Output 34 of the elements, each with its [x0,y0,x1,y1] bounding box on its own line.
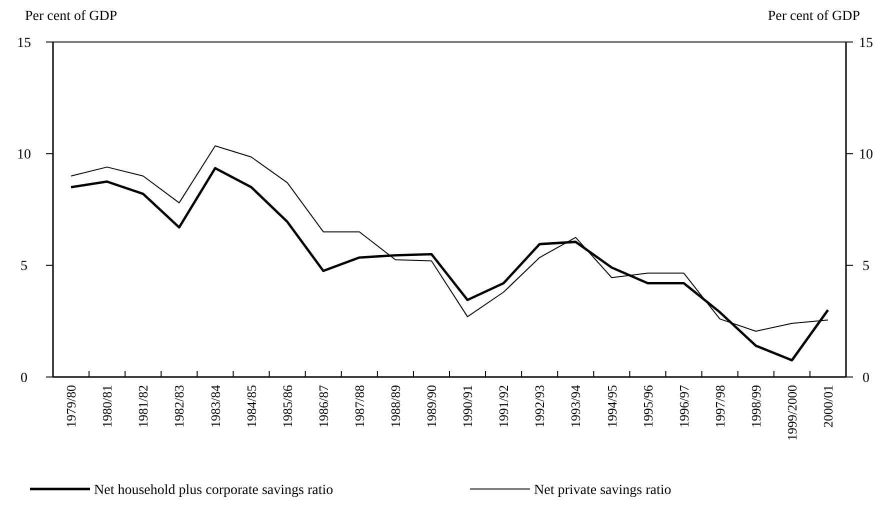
y-tick-label: 15 [17,36,31,51]
y2-axis-title: Per cent of GDP [768,9,860,24]
y-tick-label: 5 [20,259,28,274]
x-tick-label: 1982/83 [172,385,187,428]
x-tick-label: 2000/01 [820,385,836,428]
x-tick-label: 1993/94 [568,384,584,428]
y2-tick-label: 10 [859,148,873,163]
x-tick-label: 1990/91 [460,385,476,428]
x-tick-label: 1988/89 [388,385,403,428]
y-tick-label: 0 [20,370,28,386]
x-tick-label: 1997/98 [712,385,728,428]
x-tick-label: 1989/90 [424,385,440,428]
legend-label: Net private savings ratio [534,482,672,498]
y2-tick-label: 5 [862,259,870,274]
y2-tick-label: 0 [862,370,870,386]
x-tick-label: 1994/95 [604,385,620,428]
x-tick-label: 1985/86 [280,384,295,428]
x-tick-label: 1987/88 [352,385,367,428]
x-tick-label: 1984/85 [244,385,259,428]
x-tick-label: 1995/96 [640,384,656,428]
x-tick-label: 1981/82 [136,385,151,428]
x-tick-label: 1986/87 [316,384,331,428]
x-tick-label: 1999/2000 [784,385,800,441]
x-tick-label: 1996/97 [676,384,692,428]
y-axis-title: Per cent of GDP [25,9,118,24]
x-tick-label: 1980/81 [100,385,115,428]
x-tick-label: 1992/93 [532,385,548,428]
x-tick-label: 1998/99 [748,385,764,428]
y2-tick-label: 15 [859,36,873,51]
y-tick-label: 10 [17,148,31,163]
x-tick-label: 1991/92 [496,385,512,428]
x-tick-label: 1983/84 [208,384,223,428]
legend-label: Net household plus corporate savings ratio [94,482,334,498]
x-tick-label: 1979/80 [64,385,79,428]
